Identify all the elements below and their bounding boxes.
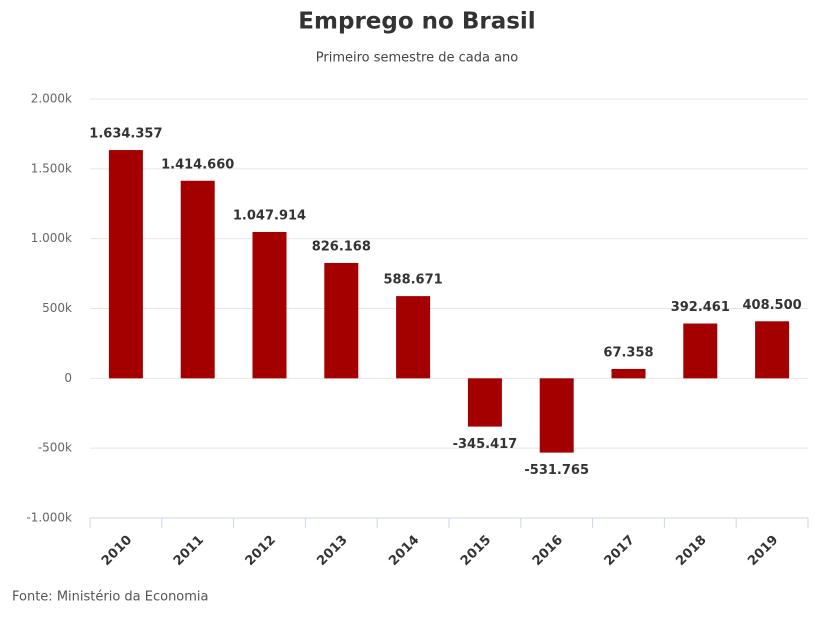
bar [108, 150, 143, 379]
x-tick-label: 2013 [314, 533, 350, 569]
bar [467, 378, 502, 427]
x-tick-label: 2014 [386, 533, 422, 569]
bar [252, 231, 287, 379]
chart-title: Emprego no Brasil [298, 9, 535, 35]
x-tick-label: 2019 [745, 533, 781, 569]
value-label: 408.500 [742, 298, 801, 313]
x-tick-label: 2012 [243, 533, 279, 569]
bar [324, 262, 359, 379]
x-tick-label: 2016 [530, 533, 566, 569]
x-tick-label: 2018 [673, 533, 709, 569]
value-label: 392.461 [671, 300, 730, 315]
value-label: 588.671 [383, 273, 442, 288]
bar [611, 368, 646, 379]
value-label: 826.168 [312, 239, 371, 254]
y-tick-label: 1.500k [31, 161, 72, 175]
source: Fonte: Ministério da Economia [12, 590, 209, 605]
value-label: 1.414.660 [161, 157, 234, 172]
x-tick-label: 2017 [602, 533, 638, 569]
y-tick-label: 0 [64, 371, 72, 385]
value-label: 67.358 [603, 345, 653, 360]
chart-subtitle: Primeiro semestre de cada ano [316, 51, 519, 66]
bar [539, 378, 574, 453]
y-tick-label: 2.000k [31, 92, 72, 106]
y-tick-label: -1.000k [26, 511, 72, 525]
bar [683, 323, 718, 379]
bar [755, 321, 790, 379]
value-label: 1.047.914 [233, 208, 306, 223]
value-label: -531.765 [524, 463, 589, 478]
value-label: -345.417 [453, 437, 518, 452]
bar [180, 180, 215, 379]
x-tick-label: 2011 [171, 533, 207, 569]
x-tick-label: 2010 [99, 533, 135, 569]
y-tick-label: 1.000k [31, 231, 72, 245]
y-tick-label: -500k [38, 441, 72, 455]
bar [396, 296, 431, 379]
y-tick-label: 500k [42, 301, 72, 315]
value-label: 1.634.357 [89, 127, 162, 142]
x-tick-label: 2015 [458, 533, 494, 569]
